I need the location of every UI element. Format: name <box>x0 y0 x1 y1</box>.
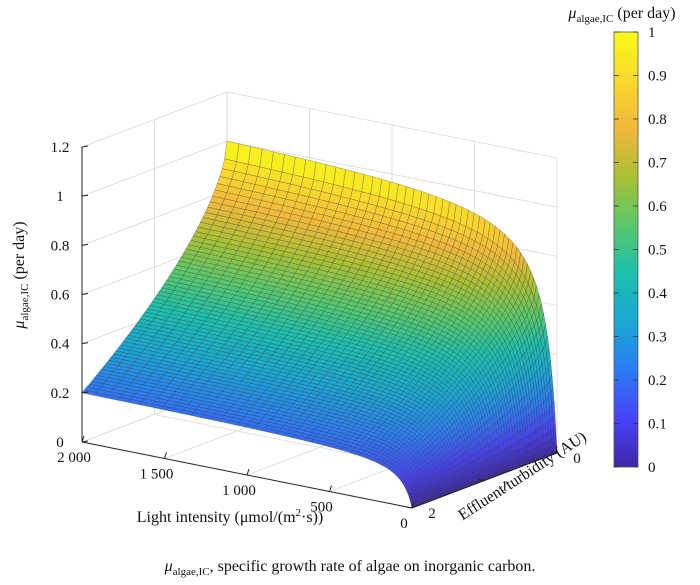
colorbar-tick-label: 0.6 <box>648 199 667 215</box>
colorbar-tick-label: 0.2 <box>648 373 667 389</box>
z-tick-label: 0.6 <box>51 288 70 304</box>
colorbar-ticks: 0 0.1 0.2 0.3 0.4 0.5 0.6 0.7 0.8 0.9 1 <box>614 25 667 476</box>
z-tick-label: 1 <box>56 189 64 205</box>
y-tick-label: 0 <box>573 451 581 467</box>
x-tick-label: 1 000 <box>222 483 256 499</box>
y-tick-label: 2 <box>428 506 436 522</box>
colorbar-tick-label: 0.7 <box>648 156 667 172</box>
z-tick-label: 0 <box>56 435 64 451</box>
colorbar-tick-label: 0.3 <box>648 330 667 346</box>
figure-caption: μalgae,IC, specific growth rate of algae… <box>164 558 536 579</box>
surface-mesh <box>81 140 558 509</box>
colorbar-tick-label: 1 <box>648 25 656 41</box>
z-tick-label: 1.2 <box>51 140 70 156</box>
z-tick-label: 0.4 <box>51 337 70 353</box>
x-tick-label: 500 <box>310 500 333 516</box>
z-tick-label: 0.8 <box>51 238 70 254</box>
axes: 0 0.2 0.4 0.6 0.8 1 1.2 2 000 1 500 1 000 500 0 2 1 0 <box>51 140 581 532</box>
x-tick-label: 0 <box>400 516 408 532</box>
x-tick-label: 2 000 <box>57 450 91 466</box>
colorbar-label: μalgae,IC (per day) <box>567 5 675 25</box>
x-tick-label: 1 500 <box>140 467 174 483</box>
colorbar-tick-label: 0 <box>648 460 656 476</box>
z-tick-label: 0.2 <box>51 386 70 402</box>
colorbar-tick-label: 0.1 <box>648 417 667 433</box>
x-axis-label: Light intensity (μmol/(m2·s)) <box>137 507 324 526</box>
colorbar-tick-label: 0.4 <box>648 286 667 302</box>
z-axis-label: μalgae,IC (per day) <box>11 221 31 329</box>
colorbar-tick-label: 0.8 <box>648 112 667 128</box>
colorbar-tick-label: 0.5 <box>648 243 667 259</box>
colorbar-tick-label: 0.9 <box>648 69 667 85</box>
y-tick-label: 1 <box>501 479 509 495</box>
